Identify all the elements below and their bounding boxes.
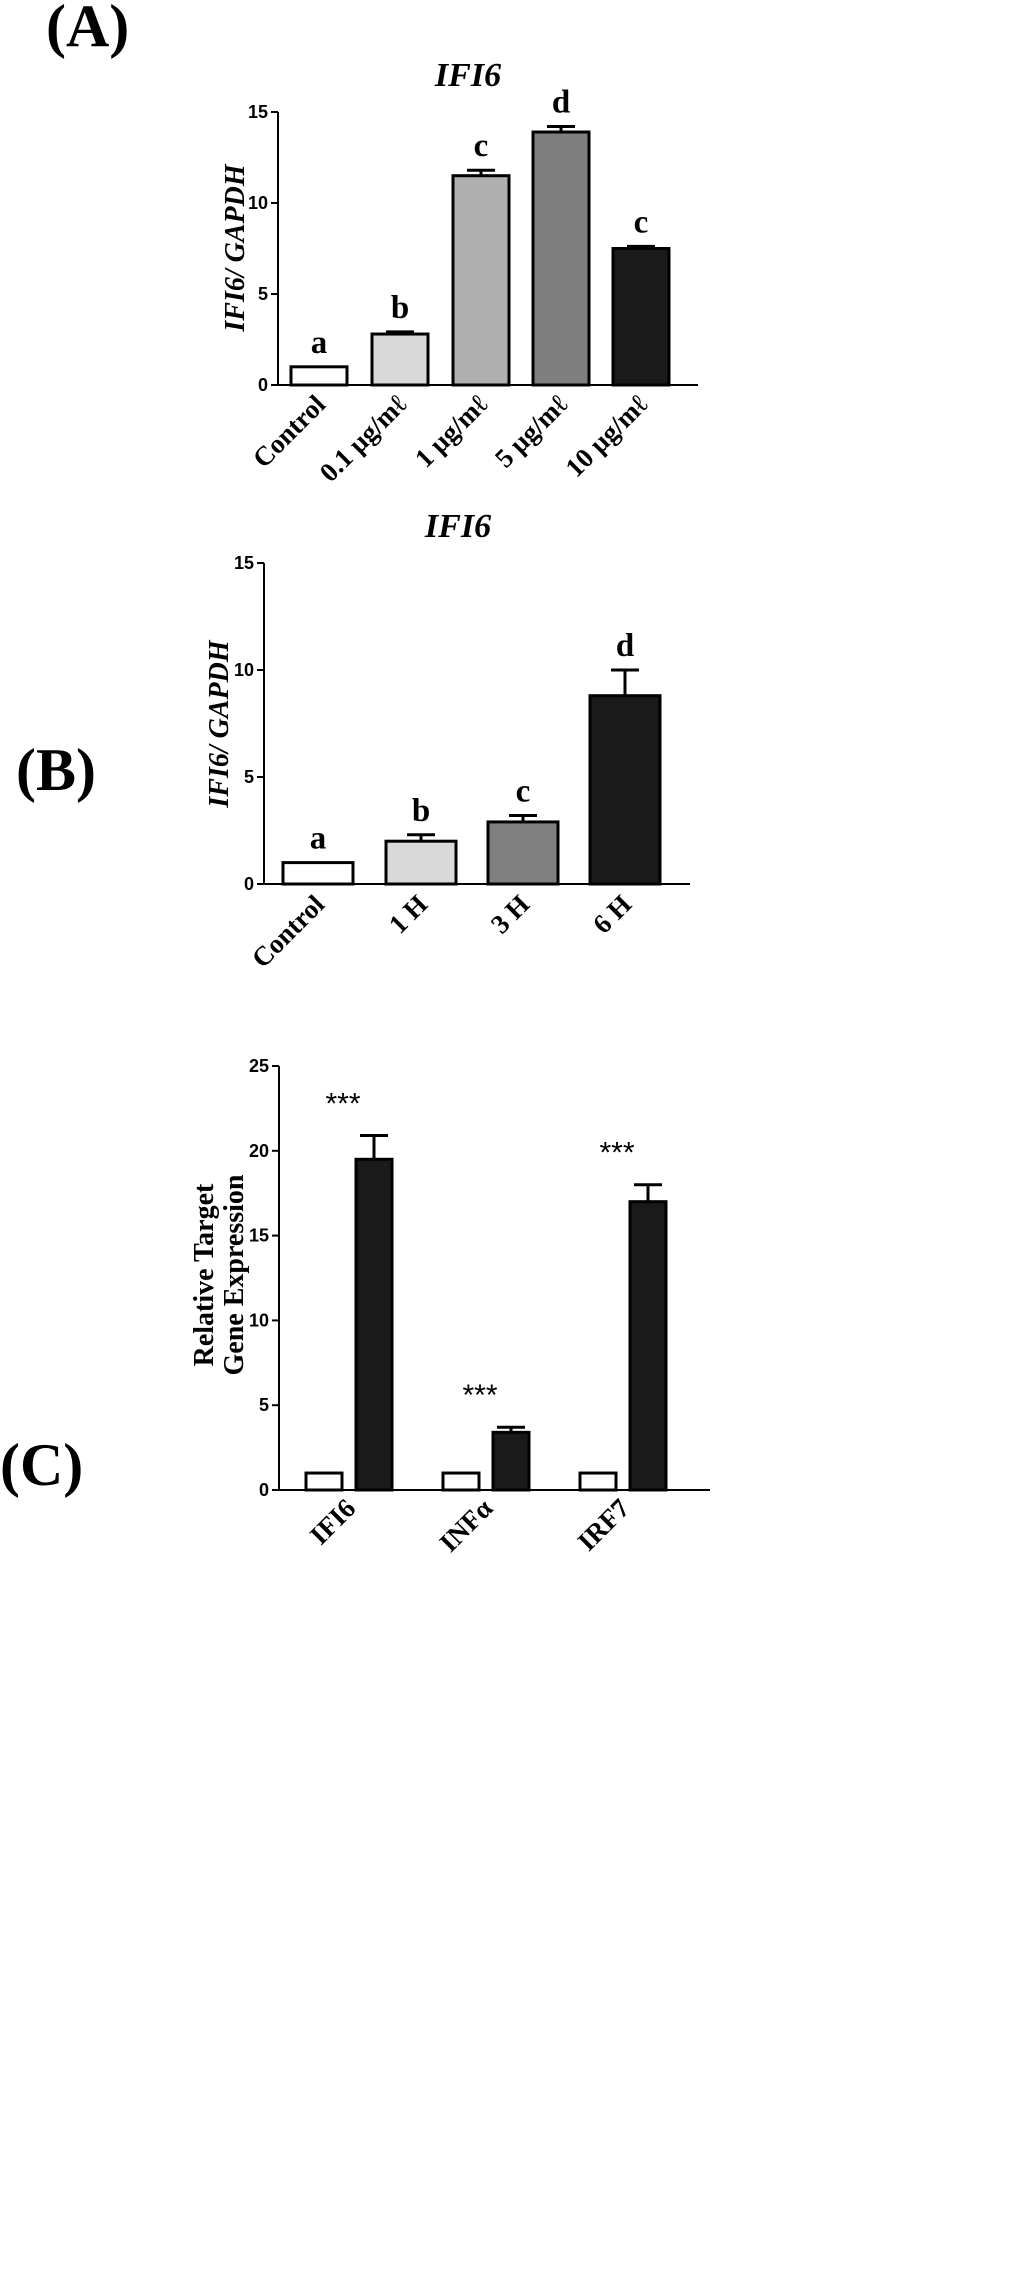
b-bar xyxy=(281,861,355,886)
c-category-label: INFα xyxy=(433,1493,498,1558)
c-significance-stars: *** xyxy=(325,1088,360,1121)
c-y-axis-label-line1: Relative Target xyxy=(189,1183,220,1366)
a-y-tick-label: 10 xyxy=(248,193,268,213)
a-significance-letter: b xyxy=(391,290,409,326)
b-chart-title: IFI6 xyxy=(424,508,491,545)
b-category-label: 1 H xyxy=(383,889,433,939)
b-bar xyxy=(486,820,560,886)
b-significance-letter: c xyxy=(516,774,531,810)
b-category-label: Control xyxy=(246,889,331,974)
b-significance-letter: b xyxy=(412,793,430,829)
chart-c: 0 5 10 15 20 25 Relative Target Gene Expression… xyxy=(189,1056,710,1558)
a-chart-title: IFI6 xyxy=(434,57,501,94)
a-bar xyxy=(611,247,671,387)
c-y-tick-label: 25 xyxy=(249,1056,269,1076)
a-bar xyxy=(531,130,591,387)
c-y-tick-label: 0 xyxy=(259,1480,269,1500)
c-y-tick-label: 15 xyxy=(249,1226,269,1246)
c-bar xyxy=(441,1471,481,1492)
b-bar xyxy=(588,694,662,886)
c-category-label: IRF7 xyxy=(572,1493,636,1557)
panel-b-label: (B) xyxy=(16,737,96,803)
a-y-axis-label: IFI6/ GAPDH xyxy=(220,163,251,332)
b-significance-letter: d xyxy=(616,628,634,664)
a-bar xyxy=(451,174,511,387)
a-bar xyxy=(289,365,349,387)
c-y-tick-label: 10 xyxy=(249,1310,269,1330)
c-y-tick-label: 5 xyxy=(259,1395,269,1415)
c-significance-stars: *** xyxy=(462,1379,497,1412)
c-bar xyxy=(628,1200,668,1492)
c-category-label: IFI6 xyxy=(304,1493,361,1550)
a-category-label: 1 μg/mℓ xyxy=(409,389,493,473)
panel-a-label: (A) xyxy=(46,0,129,59)
b-y-tick-label: 0 xyxy=(244,874,254,894)
c-significance-stars: *** xyxy=(599,1137,634,1170)
a-bar xyxy=(370,332,430,387)
a-significance-letter: c xyxy=(634,204,649,240)
a-y-tick-label: 0 xyxy=(258,375,268,395)
b-bar xyxy=(384,839,458,886)
c-bar xyxy=(354,1157,394,1492)
a-significance-letter: d xyxy=(552,85,570,121)
b-y-tick-label: 15 xyxy=(234,553,254,573)
c-bar xyxy=(491,1430,531,1492)
a-category-label: 0.1 μg/mℓ xyxy=(314,389,413,488)
panel-c-label: (C) xyxy=(0,1432,83,1498)
c-bar xyxy=(304,1471,344,1492)
c-y-tick-label: 20 xyxy=(249,1141,269,1161)
b-y-tick-label: 5 xyxy=(244,767,254,787)
c-y-axis-label-line2: Gene Expression xyxy=(219,1174,250,1375)
a-y-tick-label: 5 xyxy=(258,284,268,304)
b-category-label: 3 H xyxy=(485,889,535,939)
b-y-axis-label: IFI6/ GAPDH xyxy=(204,639,235,808)
a-y-tick-label: 15 xyxy=(248,102,268,122)
b-significance-letter: a xyxy=(310,821,327,857)
b-category-label: 6 H xyxy=(587,889,637,939)
a-category-label: 10 μg/mℓ xyxy=(559,389,653,483)
chart-b: 0 5 10 15 IFI6 IFI6/ GAPDH a Control b 1 H c 3 H d 6 … xyxy=(204,508,690,974)
b-y-tick-label: 10 xyxy=(234,660,254,680)
a-significance-letter: c xyxy=(474,128,489,164)
c-bar xyxy=(578,1471,618,1492)
a-significance-letter: a xyxy=(311,325,328,361)
